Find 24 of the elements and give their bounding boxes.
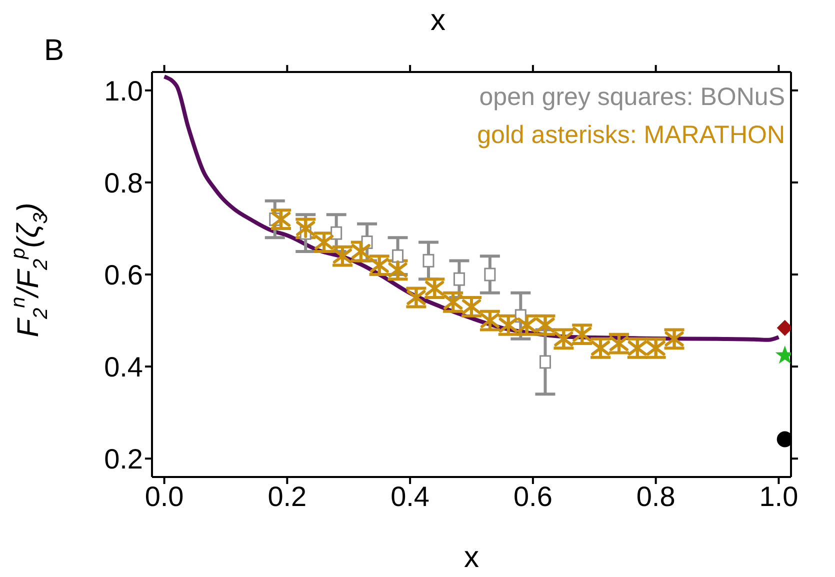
point (539, 355, 551, 369)
point (776, 431, 791, 448)
y-tick-label: 0.6 (104, 259, 143, 290)
y-tick-label: 1.0 (104, 75, 143, 106)
x-tick-label: 0.8 (636, 480, 676, 512)
y-tick-label: 0.8 (104, 167, 143, 198)
text: open grey squares: BONuS (478, 82, 785, 113)
x-tick-label: 0.2 (268, 480, 307, 512)
text: gold asterisks: MARATHON (477, 120, 785, 151)
point (422, 254, 434, 268)
x-tick-label: 0.4 (390, 480, 430, 512)
x-tick-label: 0.6 (513, 480, 552, 512)
point (776, 320, 791, 336)
x-tick-label: 1.0 (759, 480, 798, 512)
point (330, 226, 342, 240)
chart-title: x (430, 4, 446, 37)
point (392, 249, 404, 263)
point (484, 268, 496, 282)
point (453, 272, 465, 286)
text: B (44, 34, 64, 68)
y-tick-label: 0.4 (104, 351, 143, 382)
x-axis-title: x (464, 541, 479, 574)
x-tick-label: 0.0 (144, 480, 184, 512)
y-tick-label: 0.2 (104, 444, 143, 475)
